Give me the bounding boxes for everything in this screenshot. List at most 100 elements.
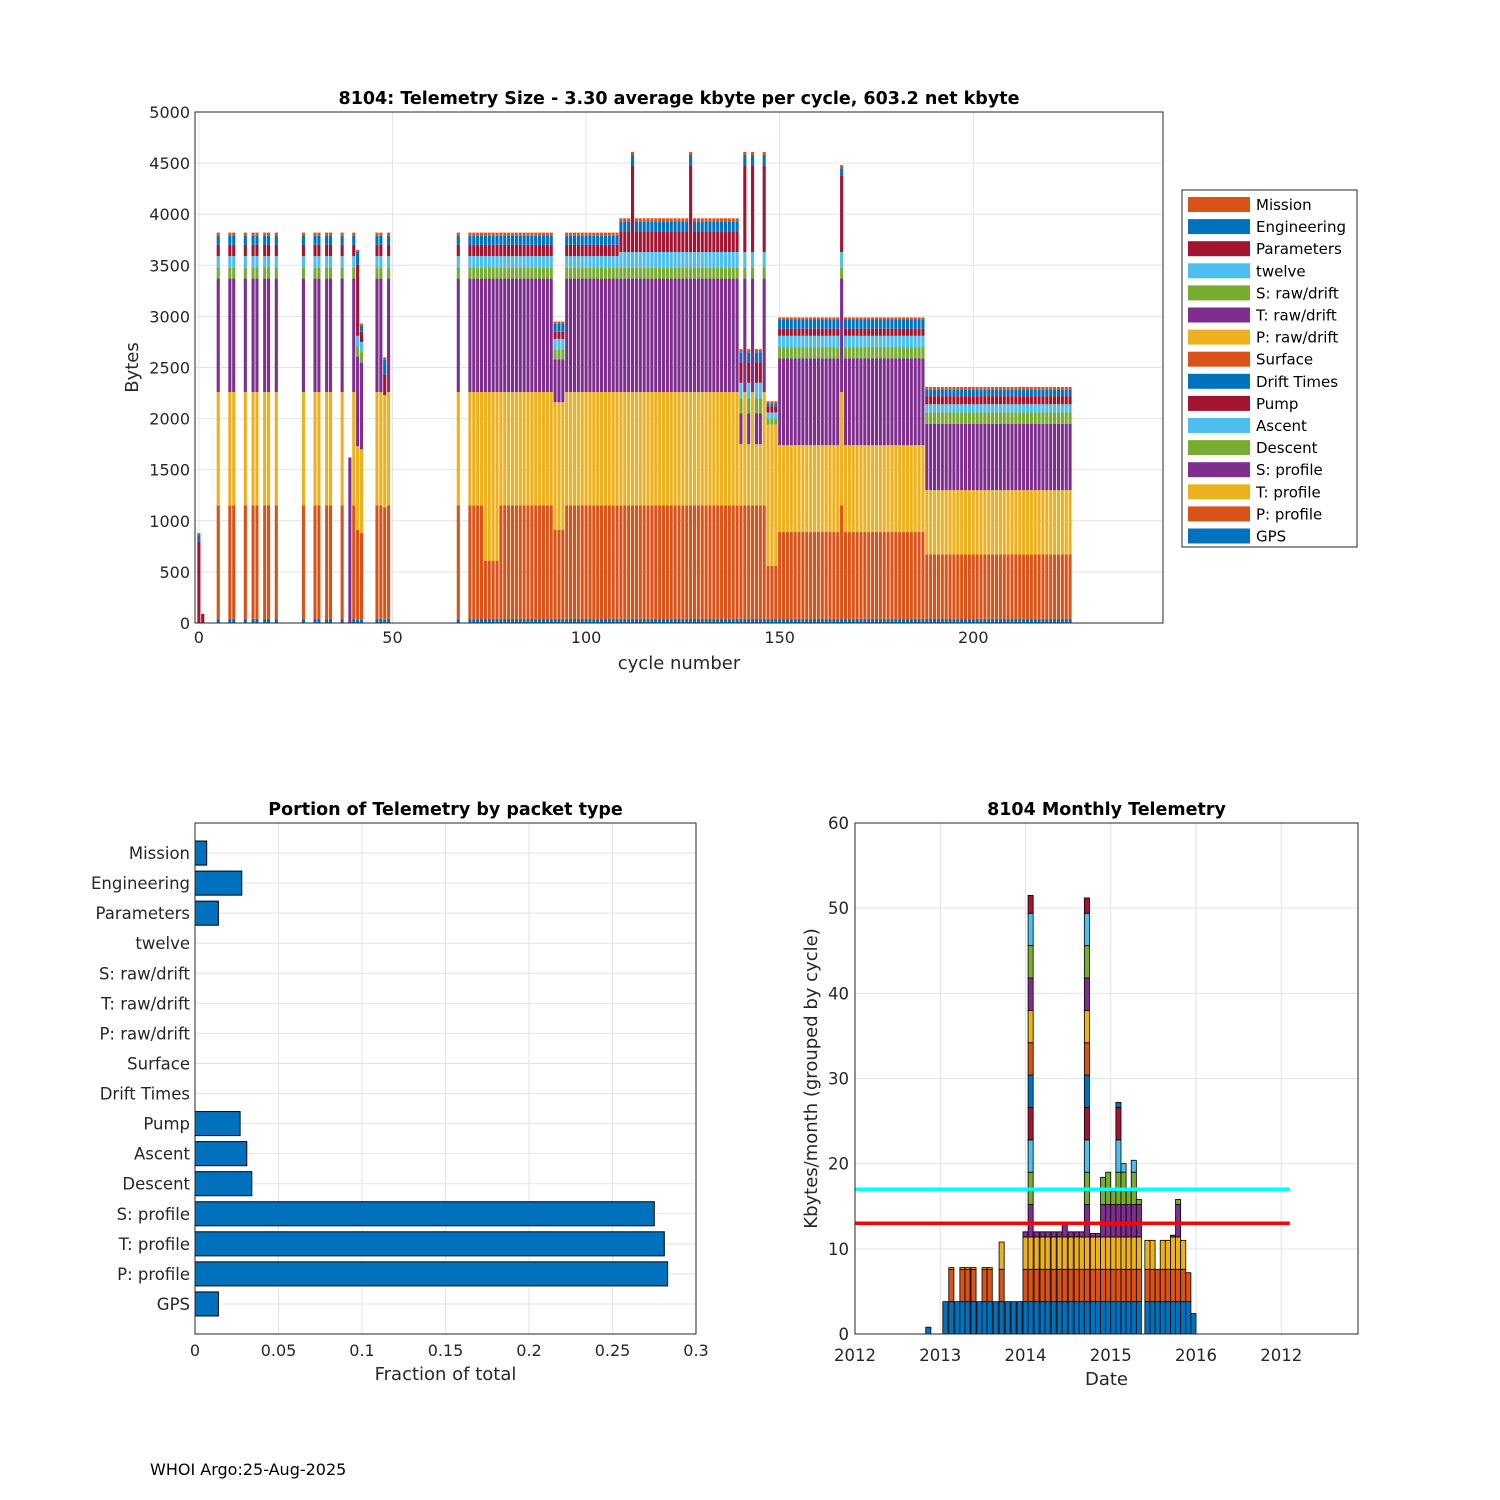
- month-bar-segment: [1125, 1301, 1132, 1335]
- bar-engineering: [1029, 389, 1033, 397]
- bar-gps: [1056, 618, 1061, 623]
- bar-gps: [611, 618, 615, 623]
- bar-t-profile: [758, 444, 762, 506]
- month-bar-segment: [1089, 1236, 1096, 1270]
- bar-mission: [600, 232, 604, 236]
- bar-s-profile: [313, 278, 317, 393]
- bar-pump: [340, 244, 344, 257]
- bar-s-profile: [600, 278, 604, 393]
- bar-s-profile: [576, 278, 580, 393]
- bar-p-profile: [979, 554, 983, 619]
- x-tick-label: 2014: [1005, 1346, 1047, 1365]
- bar-p-profile: [692, 505, 697, 619]
- bar-engineering: [994, 389, 999, 397]
- legend-label-t-raw-drift: T: raw/drift: [1255, 307, 1337, 325]
- bar-t-profile: [975, 490, 979, 555]
- bar-descent: [313, 267, 317, 279]
- bar-t-profile: [766, 424, 770, 566]
- bar-s-profile: [565, 278, 569, 393]
- bar-p-profile: [816, 532, 820, 619]
- bar-gps: [538, 618, 542, 623]
- bar-ascent: [936, 404, 940, 413]
- bar-t-profile: [549, 392, 553, 506]
- bar-pump: [952, 396, 956, 405]
- bar-engineering: [828, 319, 832, 329]
- bar-s-profile: [553, 359, 557, 403]
- bar-engineering: [534, 235, 538, 245]
- bar-s-profile: [1056, 423, 1061, 491]
- bar-mission: [816, 317, 820, 320]
- bar-t-profile: [867, 445, 871, 533]
- bar-descent: [1037, 412, 1041, 424]
- bar-mission: [921, 317, 925, 320]
- bar-descent: [727, 267, 731, 279]
- bar-s-profile: [650, 278, 654, 393]
- bar-engineering: [882, 319, 886, 329]
- bar-engineering: [383, 359, 387, 375]
- bar-t-profile: [576, 392, 580, 506]
- bar-t-profile: [658, 392, 662, 506]
- bar-descent: [301, 267, 305, 279]
- bar-mission: [971, 386, 975, 390]
- bar-ascent: [216, 256, 220, 268]
- bar-mission: [623, 218, 627, 222]
- bar-s-profile: [561, 359, 565, 403]
- bar-t-profile: [545, 392, 549, 506]
- bar-pump: [770, 406, 774, 413]
- bar-ascent: [619, 252, 623, 268]
- bar-s-profile: [933, 423, 937, 491]
- bar-descent: [607, 267, 611, 279]
- bar-pump: [878, 328, 882, 336]
- bar-p-profile: [627, 505, 631, 619]
- bar-s-profile: [991, 423, 995, 491]
- x-tick-label: 50: [382, 628, 402, 647]
- bar-s-profile: [619, 278, 623, 393]
- bar-pump: [665, 231, 669, 253]
- bar-descent: [673, 267, 677, 279]
- bar-s-profile: [963, 423, 968, 491]
- bar-engineering: [1045, 389, 1049, 397]
- bar-descent: [623, 267, 627, 279]
- bar-pump: [479, 244, 484, 257]
- bar-t-profile: [642, 392, 646, 506]
- bar-gps: [638, 618, 642, 623]
- bar-t-profile: [840, 392, 844, 506]
- bar-t-profile: [824, 445, 828, 533]
- bar-pump: [615, 244, 619, 257]
- bar-pump: [541, 244, 546, 257]
- bar-s-profile: [882, 358, 886, 446]
- bar-gps: [232, 618, 236, 623]
- category-label-engineering: Engineering: [91, 874, 190, 893]
- bar-p-profile: [894, 532, 898, 619]
- bar-t-profile: [1060, 490, 1064, 555]
- bar-s-profile: [630, 278, 635, 393]
- bar-descent: [627, 267, 631, 279]
- bar-s-profile: [263, 278, 267, 393]
- bar-mission: [263, 232, 267, 236]
- bar-gps: [704, 618, 708, 623]
- bar-ascent: [661, 252, 666, 268]
- bar-mission: [840, 165, 844, 169]
- month-bar-segment: [986, 1267, 993, 1270]
- bar-pump: [487, 244, 491, 257]
- bar-s-profile: [960, 423, 964, 491]
- bar-gps: [1068, 618, 1072, 623]
- bar-descent: [491, 267, 495, 279]
- bar-s-profile: [510, 278, 515, 393]
- month-bar-segment: [1083, 1236, 1090, 1270]
- bar-descent: [340, 267, 344, 279]
- bar-s-profile: [836, 358, 840, 446]
- bar-ascent: [735, 252, 739, 268]
- bar-pump: [801, 328, 805, 336]
- bar-gps: [731, 618, 735, 623]
- bar-mission: [572, 232, 577, 236]
- bar-ascent: [700, 252, 704, 268]
- bar-p-profile: [510, 505, 515, 619]
- bar-s-profile: [615, 278, 619, 393]
- bar-s-profile: [894, 358, 898, 446]
- month-bar-segment: [1027, 1074, 1034, 1108]
- bar-pump: [956, 396, 960, 405]
- bar-engineering: [905, 319, 909, 329]
- bar-t-profile: [518, 392, 522, 506]
- bar-mission: [646, 218, 650, 222]
